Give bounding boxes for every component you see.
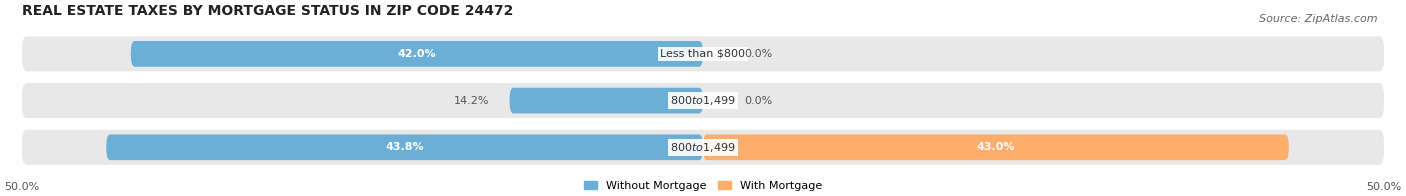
- FancyBboxPatch shape: [703, 134, 1289, 160]
- Text: Less than $800: Less than $800: [661, 49, 745, 59]
- FancyBboxPatch shape: [21, 83, 1385, 118]
- Legend: Without Mortgage, With Mortgage: Without Mortgage, With Mortgage: [583, 181, 823, 191]
- Text: 0.0%: 0.0%: [744, 96, 772, 106]
- Text: 43.0%: 43.0%: [977, 142, 1015, 152]
- Text: REAL ESTATE TAXES BY MORTGAGE STATUS IN ZIP CODE 24472: REAL ESTATE TAXES BY MORTGAGE STATUS IN …: [21, 4, 513, 18]
- Text: $800 to $1,499: $800 to $1,499: [671, 94, 735, 107]
- FancyBboxPatch shape: [21, 130, 1385, 165]
- Text: 43.8%: 43.8%: [385, 142, 425, 152]
- Text: 0.0%: 0.0%: [744, 49, 772, 59]
- Text: $800 to $1,499: $800 to $1,499: [671, 141, 735, 154]
- Text: 42.0%: 42.0%: [398, 49, 436, 59]
- FancyBboxPatch shape: [21, 36, 1385, 71]
- FancyBboxPatch shape: [131, 41, 703, 67]
- FancyBboxPatch shape: [509, 88, 703, 113]
- Text: Source: ZipAtlas.com: Source: ZipAtlas.com: [1260, 14, 1378, 24]
- FancyBboxPatch shape: [107, 134, 703, 160]
- Text: 14.2%: 14.2%: [454, 96, 489, 106]
